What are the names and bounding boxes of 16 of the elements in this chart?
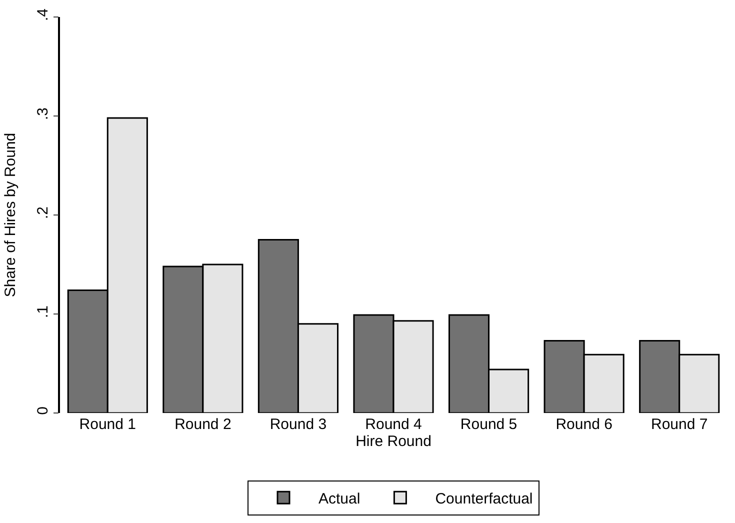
x-axis-title: Hire Round [356,433,432,450]
y-tick-label: .2 [34,206,52,220]
y-tick-label: .4 [34,8,52,22]
x-tick-label: Round 3 [270,416,327,433]
y-tick-label: .1 [34,305,52,318]
legend-label: Actual [318,490,360,508]
legend-label: Counterfactual [435,490,533,508]
x-tick-label: Round 5 [460,416,518,433]
x-tick-label: Round 4 [365,416,422,433]
x-tick-label: Round 6 [556,416,612,433]
x-tick-label: Round 7 [651,416,708,433]
x-tick-label: Round 1 [79,416,136,433]
y-axis-title: Share of Hires by Round [2,132,19,298]
x-tick-label: Round 2 [174,416,232,433]
y-tick-label: .3 [34,107,52,120]
y-tick-label: 0 [34,406,52,415]
